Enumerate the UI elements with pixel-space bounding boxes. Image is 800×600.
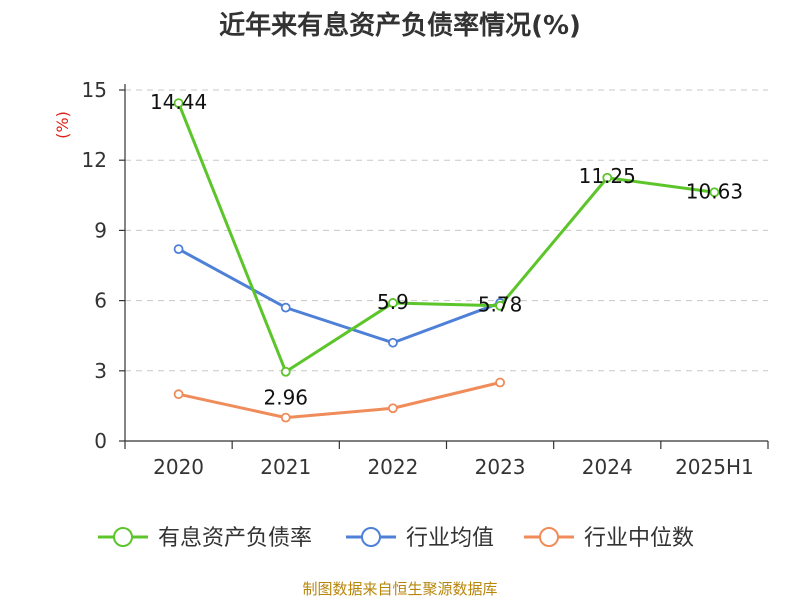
- y-tick-label: 15: [82, 78, 107, 102]
- chart-title: 近年来有息资产负债率情况(%): [219, 10, 581, 41]
- legend: 有息资产负债率 行业均值 行业中位数: [98, 526, 694, 551]
- x-tick-label-2021: 2021: [260, 455, 311, 479]
- series-1-point-2022: [388, 337, 398, 348]
- axes: 2020 2021 2022 2023 2024 2025H1: [124, 84, 769, 479]
- series-line-2: [178, 381, 501, 420]
- data-label-2025H1: 10.63: [686, 179, 743, 203]
- legend-label-2: 行业中位数: [584, 526, 694, 551]
- legend-label-1: 行业均值: [406, 526, 494, 551]
- data-label-2020: 14.44: [150, 90, 207, 114]
- series-1-point-2021: [280, 302, 291, 313]
- series-1-point-2020: [173, 244, 184, 255]
- y-tick-label: 3: [94, 359, 107, 383]
- data-label-2022: 5.9: [377, 290, 409, 314]
- legend-label-0: 有息资产负债率: [158, 526, 312, 551]
- series-2-point-2021: [280, 412, 291, 423]
- x-tick-label-2023: 2023: [475, 455, 526, 479]
- series-0-point-2020: [173, 98, 184, 109]
- data-label-2024: 11.25: [579, 164, 636, 188]
- data-label-2023: 5.78: [478, 293, 523, 317]
- legend-marker-2: [539, 527, 559, 547]
- y-axis-unit-label: (%): [53, 111, 72, 139]
- y-tick-label: 6: [94, 289, 107, 313]
- legend-marker-1: [361, 527, 381, 547]
- x-tick-label-2022: 2022: [367, 455, 418, 479]
- x-tick-label-2024: 2024: [582, 455, 633, 479]
- source-note: 制图数据来自恒生聚源数据库: [302, 580, 497, 598]
- series-0-point-2021: [280, 366, 291, 377]
- x-tick-label-2025H1: 2025H1: [675, 455, 754, 479]
- series-0-point-2024: [602, 172, 613, 183]
- y-tick-label: 9: [94, 218, 107, 242]
- series-2-point-2023: [495, 377, 505, 388]
- series-line-1: [177, 247, 501, 345]
- series-0-point-2025H1: [709, 187, 720, 198]
- y-tick-label: 0: [94, 429, 107, 453]
- series-0-point-2023: [495, 300, 505, 311]
- series-layer: [173, 98, 720, 423]
- series-2-point-2020: [173, 389, 184, 400]
- data-labels: 14.44 2.96 5.9 5.78 11.25 10.63: [150, 90, 743, 410]
- series-0-point-2022: [388, 298, 398, 308]
- grid: 0 3 6 9 12 15: [82, 78, 768, 453]
- legend-marker-0: [113, 527, 133, 547]
- series-line-0: [177, 102, 715, 374]
- series-2-point-2022: [388, 403, 398, 414]
- x-tick-label-2020: 2020: [153, 455, 204, 479]
- y-tick-label: 12: [82, 148, 107, 172]
- data-label-2021: 2.96: [263, 386, 308, 410]
